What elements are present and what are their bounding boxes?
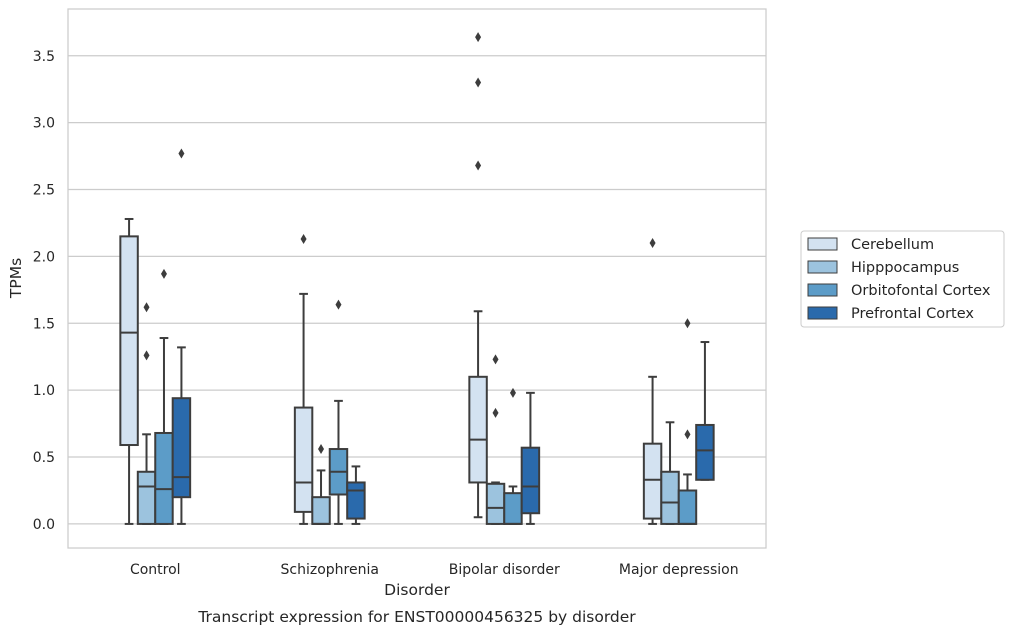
box-body xyxy=(171,397,192,499)
box-groups xyxy=(119,32,715,525)
y-axis-ticks: 0.0 0.5 1.0 1.5 2.0 2.5 3.0 3.5 xyxy=(33,49,55,533)
outlier-point xyxy=(509,387,516,398)
box-body xyxy=(695,423,715,481)
box-body xyxy=(503,492,523,525)
y-tick-label: 1.5 xyxy=(33,316,55,332)
box-hipppocampus-3 xyxy=(660,421,680,525)
x-axis-label: Disorder xyxy=(384,581,450,599)
legend-label: Cerebellum xyxy=(851,237,934,253)
x-tick-label: Major depression xyxy=(619,562,739,578)
box-prefrontal-cortex-0 xyxy=(171,148,192,525)
outlier-point xyxy=(318,444,325,455)
box-body xyxy=(119,235,139,447)
box-body xyxy=(346,481,366,520)
outlier-point xyxy=(492,354,499,365)
box-body xyxy=(154,431,174,525)
legend-label: Orbitofontal Cortex xyxy=(851,283,991,299)
legend: Cerebellum Hipppocampus Orbitofontal Corte… xyxy=(800,230,1005,328)
box-cerebellum-0 xyxy=(119,217,139,525)
chart-caption: Transcript expression for ENST0000045632… xyxy=(197,608,636,626)
box-body xyxy=(311,496,331,525)
box-prefrontal-cortex-3 xyxy=(695,341,715,481)
outlier-point xyxy=(475,32,482,43)
box-orbitofontal-cortex-1 xyxy=(328,299,349,525)
box-orbitofontal-cortex-2 xyxy=(503,387,523,525)
outlier-point xyxy=(160,268,167,279)
box-hipppocampus-2 xyxy=(485,354,506,525)
y-tick-label: 2.5 xyxy=(33,183,55,199)
box-body xyxy=(642,442,663,520)
outlier-point xyxy=(475,77,482,88)
legend-frame xyxy=(800,230,1005,328)
outlier-point xyxy=(335,299,342,310)
outlier-point xyxy=(143,350,150,361)
legend-label: Prefrontal Cortex xyxy=(851,306,974,322)
y-tick-label: 2.0 xyxy=(33,249,55,265)
outlier-point xyxy=(143,302,150,313)
box-prefrontal-cortex-1 xyxy=(346,465,366,525)
box-body xyxy=(660,470,680,525)
box-body xyxy=(520,446,541,515)
outlier-point xyxy=(178,148,185,159)
box-body xyxy=(485,482,506,525)
outlier-point xyxy=(492,407,499,418)
y-tick-label: 1.0 xyxy=(33,383,55,399)
outlier-point xyxy=(300,234,307,245)
legend-swatch xyxy=(807,306,838,320)
outlier-point xyxy=(475,160,482,171)
box-cerebellum-1 xyxy=(293,234,314,525)
legend-swatch xyxy=(807,283,838,297)
box-hipppocampus-1 xyxy=(311,444,331,525)
box-body xyxy=(136,470,157,525)
x-tick-label: Bipolar disorder xyxy=(449,562,560,578)
x-tick-label: Control xyxy=(130,562,181,578)
legend-label: Hipppocampus xyxy=(851,260,959,276)
legend-swatch xyxy=(807,237,838,251)
box-body xyxy=(293,406,314,513)
box-orbitofontal-cortex-3 xyxy=(677,318,698,525)
y-tick-label: 3.0 xyxy=(33,116,55,132)
outlier-point xyxy=(684,429,691,440)
outlier-point xyxy=(684,318,691,329)
y-tick-label: 0.0 xyxy=(33,517,55,533)
box-cerebellum-2 xyxy=(468,32,488,519)
y-axis-label: TPMs xyxy=(7,258,25,299)
outlier-point xyxy=(649,238,656,249)
y-tick-label: 3.5 xyxy=(33,49,55,65)
x-tick-label: Schizophrenia xyxy=(281,562,379,578)
box-body xyxy=(677,489,698,525)
plot-frame xyxy=(67,8,767,549)
y-tick-label: 0.5 xyxy=(33,450,55,466)
box-prefrontal-cortex-2 xyxy=(520,391,541,525)
x-axis-ticks: Control Schizophrenia Bipolar disorder Majo… xyxy=(130,562,739,578)
legend-swatch xyxy=(807,260,838,274)
box-body xyxy=(468,375,488,484)
